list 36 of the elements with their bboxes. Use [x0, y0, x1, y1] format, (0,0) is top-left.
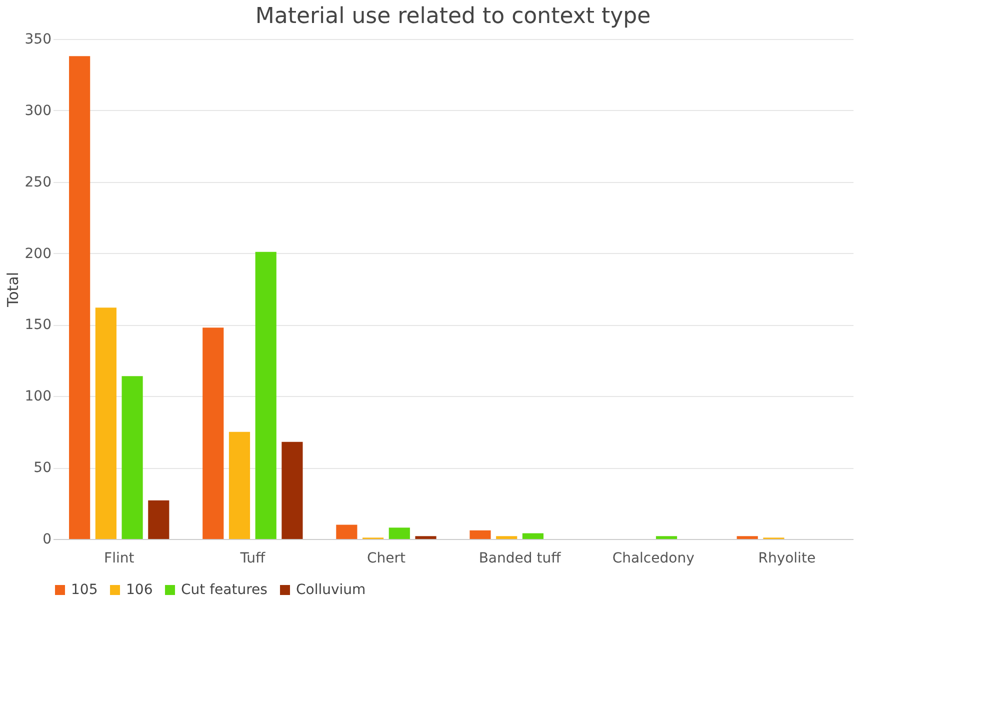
- bar: [470, 530, 491, 539]
- x-tick-label: Chalcedony: [612, 550, 694, 566]
- y-tick-label: 300: [24, 102, 52, 119]
- bar: [388, 528, 410, 539]
- bar: [202, 328, 224, 539]
- bar: [148, 500, 170, 539]
- bar: [282, 442, 303, 539]
- legend-label: 106: [126, 582, 153, 598]
- y-tick-label: 250: [24, 174, 52, 190]
- bar: [122, 376, 143, 539]
- legend-label: Colluvium: [296, 582, 366, 598]
- x-tick-label: Chert: [366, 550, 406, 566]
- bar: [496, 536, 518, 539]
- bar: [656, 536, 678, 539]
- y-tick-label: 0: [42, 532, 52, 548]
- bar: [736, 536, 758, 539]
- bar: [255, 252, 276, 539]
- legend-label: Cut features: [181, 582, 268, 598]
- bar: [415, 536, 436, 539]
- bar: [69, 56, 90, 539]
- y-axis-title: Total: [4, 272, 22, 308]
- bar: [522, 533, 544, 539]
- legend-label: 105: [71, 582, 98, 598]
- x-tick-label: Tuff: [239, 550, 266, 566]
- bar: [336, 524, 358, 539]
- x-tick-label: Banded tuff: [478, 550, 562, 566]
- x-tick-label: Flint: [104, 550, 135, 566]
- y-tick-label: 100: [24, 388, 52, 405]
- y-tick-label: 150: [24, 317, 52, 334]
- y-tick-label: 350: [24, 32, 52, 48]
- x-tick-label: Rhyolite: [758, 550, 816, 566]
- bar: [228, 432, 250, 539]
- y-tick-label: 200: [24, 246, 52, 262]
- bar: [95, 308, 116, 539]
- chart-title: Material use related to context type: [255, 4, 651, 29]
- y-tick-label: 50: [34, 460, 52, 476]
